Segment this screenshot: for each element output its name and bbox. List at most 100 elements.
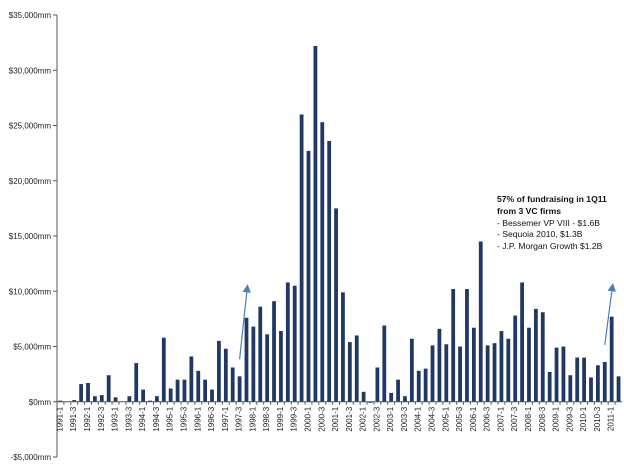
x-tick-label: 1996-1	[193, 406, 202, 431]
x-tick-label: 2006-1	[469, 406, 478, 431]
x-tick-label: 2003-1	[386, 406, 395, 431]
x-tick-label: 1996-3	[207, 406, 216, 431]
bar-2005-1	[444, 344, 449, 402]
x-tick-label: 1998-1	[248, 406, 257, 431]
bar-2010-2	[589, 377, 593, 402]
bar-2003-1	[389, 392, 394, 402]
bar-1998-1	[251, 326, 256, 402]
bar-1996-4	[217, 340, 221, 402]
bar-2009-4	[575, 357, 580, 402]
bar-1999-3	[292, 285, 297, 402]
annotation-item-jpmorgan: - J.P. Morgan Growth $1.2B	[497, 241, 603, 252]
bar-2002-1	[361, 391, 366, 402]
x-tick-label: 1999-1	[276, 406, 285, 431]
bar-1997-2	[230, 367, 235, 402]
bar-2004-1	[416, 370, 421, 402]
bar-2007-4	[520, 282, 524, 402]
annotation-subheadline: from 3 VC firms	[497, 205, 561, 216]
bar-1991-4	[79, 384, 84, 402]
bar-2004-2	[423, 368, 428, 402]
x-tick-label: 2002-3	[372, 406, 381, 431]
bar-2002-4	[382, 325, 387, 402]
bar-2000-1	[306, 150, 311, 402]
bar-2005-3	[458, 346, 462, 402]
x-tick-label: 1992-1	[83, 406, 92, 431]
bar-1995-4	[189, 356, 194, 402]
bar-1996-3	[210, 389, 214, 402]
bar-2000-2	[313, 45, 318, 402]
bar-1995-2	[175, 379, 180, 402]
annotation-arrow-2	[604, 282, 616, 346]
bar-1996-2	[203, 379, 208, 402]
annotation-item-bessemer: - Bessemer VP VIII - $1.6B	[497, 217, 601, 228]
bar-2006-1	[471, 327, 476, 402]
bar-2002-2	[368, 401, 373, 403]
x-tick-label: 2006-3	[483, 406, 492, 431]
bar-1992-4	[106, 375, 111, 402]
bar-2010-3	[595, 365, 600, 402]
fundraising-annotation: 57% of fundraising in 1Q11 from 3 VC fir…	[497, 194, 622, 253]
bar-2005-4	[465, 289, 469, 402]
x-tick-label: 1992-3	[97, 406, 106, 431]
y-tick-label: $5,000mm	[13, 343, 51, 352]
x-tick-label: 2001-1	[331, 406, 340, 431]
bar-2004-3	[430, 345, 435, 402]
x-tick-label: 2007-3	[510, 406, 519, 431]
bar-2005-2	[451, 289, 456, 402]
x-tick-label: 1994-1	[138, 406, 147, 431]
x-tick-label: 1997-1	[221, 406, 230, 431]
bar-2007-3	[513, 315, 518, 402]
bar-1994-2	[148, 400, 152, 402]
bar-2009-2	[561, 346, 566, 402]
bar-2008-4	[547, 371, 552, 402]
bar-2006-4	[492, 343, 497, 402]
x-tick-label: 2000-3	[317, 406, 326, 431]
bar-1991-3	[72, 400, 77, 402]
x-tick-label: 2011-1	[607, 406, 616, 431]
bar-2000-3	[320, 122, 325, 402]
y-tick-label: $10,000mm	[9, 287, 52, 296]
x-tick-label: 2000-1	[303, 406, 312, 431]
x-tick-label: 1991-3	[69, 406, 78, 431]
x-tick-label: 2010-3	[593, 406, 602, 431]
bar-2003-3	[403, 396, 407, 402]
bar-1999-1	[279, 331, 283, 402]
bar-2009-3	[568, 375, 573, 402]
bar-1997-3	[237, 376, 242, 402]
x-tick-label: 2008-1	[524, 406, 533, 431]
bar-1997-4	[244, 317, 249, 402]
bar-1993-1	[113, 397, 118, 402]
bar-2001-1	[334, 208, 338, 402]
bar-2001-3	[347, 342, 352, 402]
x-tick-label: 2005-1	[441, 406, 450, 431]
bar-1995-1	[168, 388, 173, 402]
bar-1992-2	[93, 396, 97, 402]
bar-2001-2	[341, 292, 345, 402]
bar-2003-2	[396, 379, 400, 402]
x-tick-label: 1993-1	[111, 406, 120, 431]
bar-2008-3	[540, 312, 545, 402]
x-tick-label: 2002-1	[359, 406, 368, 431]
x-tick-label: 2005-3	[455, 406, 464, 431]
x-tick-label: 1995-1	[166, 406, 175, 431]
x-tick-label: 2009-3	[565, 406, 574, 431]
x-tick-label: 2008-3	[538, 406, 547, 431]
bar-2010-4	[602, 361, 607, 402]
bar-series	[58, 45, 621, 403]
bar-2010-1	[582, 357, 586, 402]
x-tick-label: 1998-3	[262, 406, 271, 431]
bar-1993-3	[127, 396, 132, 402]
x-tick-label: 2009-1	[552, 406, 561, 431]
bar-2007-1	[499, 331, 504, 402]
y-tick-label: $30,000mm	[9, 66, 52, 75]
bar-1995-3	[182, 379, 187, 402]
x-tick-label: 1991-1	[55, 406, 64, 431]
bar-2008-2	[533, 308, 538, 402]
bar-2001-4	[354, 335, 359, 402]
bar-1997-1	[223, 348, 228, 402]
x-axis: 1991-1 1991-3 1992-1 1992-3 1993-1 1993-3 1994…	[55, 401, 622, 432]
y-tick-label: -$5,000mm	[11, 453, 52, 462]
x-tick-label: 1999-3	[290, 406, 299, 431]
bar-1998-3	[265, 334, 270, 402]
